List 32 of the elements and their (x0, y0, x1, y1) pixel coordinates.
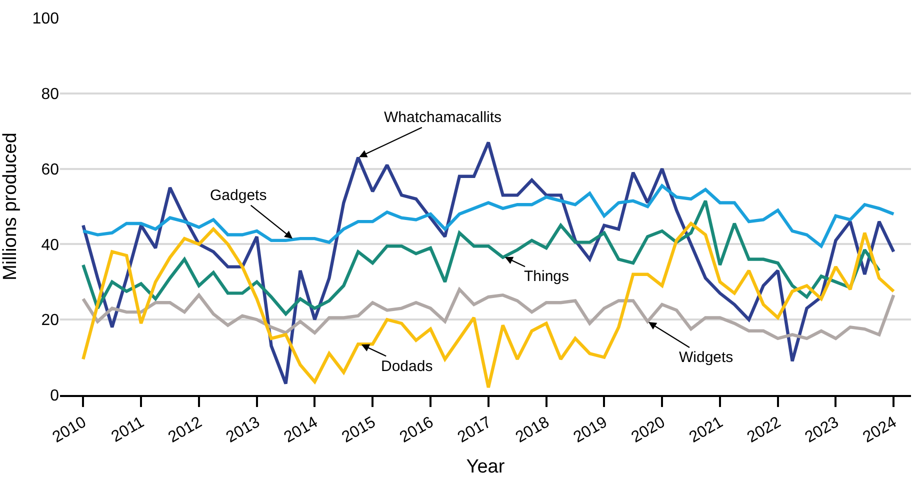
y-tick-label: 60 (41, 161, 60, 178)
x-tick-label: 2024 (860, 414, 900, 446)
x-tick-label: 2022 (744, 414, 784, 446)
y-tick-label: 80 (41, 86, 60, 103)
line-series (82, 140, 896, 386)
x-tick-label: 2010 (50, 414, 90, 446)
annotation: Gadgets (210, 187, 267, 204)
x-tick-label: 2018 (512, 414, 552, 446)
y-axis-title: Millions produced (0, 132, 21, 280)
x-tick-label: 2021 (686, 414, 726, 446)
x-tick-label: 2017 (455, 414, 494, 446)
line-series (82, 222, 896, 390)
x-tick-label: 2015 (339, 414, 379, 446)
x-tick-label: 2013 (224, 414, 263, 446)
x-axis-title: Year (466, 456, 506, 478)
line-series (82, 184, 896, 248)
annotation: Dodads (381, 358, 433, 375)
x-tick-label: 2019 (570, 414, 610, 446)
x-tick-label: 2011 (108, 414, 148, 446)
y-tick-label: 20 (41, 312, 60, 330)
line-series (82, 288, 896, 340)
annotation: Whatchamacallits (384, 109, 502, 126)
annotation: Things (524, 268, 570, 285)
y-tick-label: 40 (41, 236, 60, 254)
x-tick-label: 2016 (397, 414, 437, 446)
x-tick-label: 2023 (802, 414, 842, 446)
annotation: Widgets (679, 349, 734, 366)
x-tick-label: 2014 (281, 414, 321, 446)
x-tick-label: 2012 (166, 414, 206, 446)
y-tick-label: 0 (50, 388, 60, 405)
x-tick-label: 2020 (628, 414, 668, 446)
y-tick-label: 100 (32, 10, 60, 28)
